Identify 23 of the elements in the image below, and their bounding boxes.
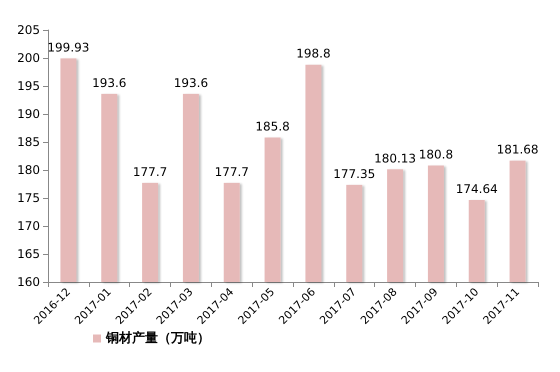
- data-label: 174.64: [456, 182, 498, 196]
- data-label: 180.13: [374, 151, 416, 166]
- y-tick-label: 205: [17, 23, 40, 37]
- y-tick-label: 175: [17, 191, 40, 205]
- data-label: 193.6: [92, 76, 126, 90]
- data-label: 177.7: [214, 164, 249, 179]
- data-label: 180.8: [418, 148, 454, 162]
- data-label: 198.8: [296, 46, 331, 61]
- y-tick-label: 165: [17, 247, 40, 261]
- data-label: 199.93: [47, 40, 90, 54]
- data-label: 177.7: [132, 164, 168, 179]
- data-label: 181.68: [496, 142, 539, 157]
- y-tick-label: 185: [17, 135, 40, 149]
- y-tick-label: 190: [17, 107, 40, 121]
- y-tick-label: 170: [17, 219, 40, 233]
- data-label: 177.35: [333, 166, 376, 181]
- data-label: 193.6: [174, 76, 208, 90]
- y-tick-label: 195: [17, 79, 40, 93]
- y-tick-label: 200: [17, 51, 40, 65]
- legend-label: 铜材产量（万吨）: [105, 330, 210, 346]
- y-tick-label: 160: [17, 275, 40, 289]
- data-label: 185.8: [255, 120, 290, 134]
- y-tick-label: 180: [17, 163, 40, 177]
